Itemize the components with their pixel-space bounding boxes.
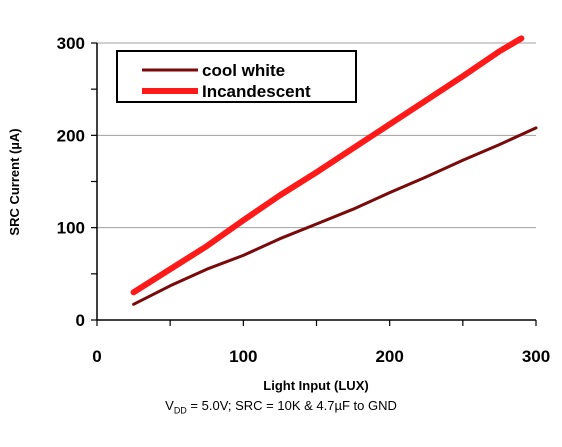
y-tick-label-200: 200 <box>57 126 85 145</box>
y-tick-label-300: 300 <box>57 34 85 53</box>
x-tick-label-200: 200 <box>375 347 403 366</box>
footnote: VDD = 5.0V; SRC = 10K & 4.7µF to GND <box>0 398 562 416</box>
legend-label-incandescent: Incandescent <box>202 82 311 101</box>
series-line-incandescent <box>130 35 525 296</box>
y-tick-label-0: 0 <box>76 311 85 330</box>
series-lines <box>130 35 538 306</box>
x-tick-labels: 0 100 200 300 <box>92 347 550 366</box>
x-tick-label-0: 0 <box>92 347 101 366</box>
x-axis-title: Light Input (LUX) <box>263 378 368 393</box>
x-tick-label-300: 300 <box>522 347 550 366</box>
series-line-cool-white <box>132 126 538 306</box>
x-tick-label-100: 100 <box>229 347 257 366</box>
y-tick-label-100: 100 <box>57 219 85 238</box>
y-axis-title: SRC Current (µA) <box>7 128 22 235</box>
footnote-dd: DD <box>173 405 187 416</box>
footnote-v: V <box>165 398 174 413</box>
legend-label-cool-white: cool white <box>202 61 285 80</box>
y-tick-labels: 0 100 200 300 <box>57 34 85 330</box>
tick-marks <box>91 42 537 326</box>
gridlines <box>97 42 536 229</box>
footnote-conditions: = 5.0V; SRC = 10K & 4.7µF to GND <box>186 398 397 413</box>
legend: cool white Incandescent <box>116 50 357 103</box>
